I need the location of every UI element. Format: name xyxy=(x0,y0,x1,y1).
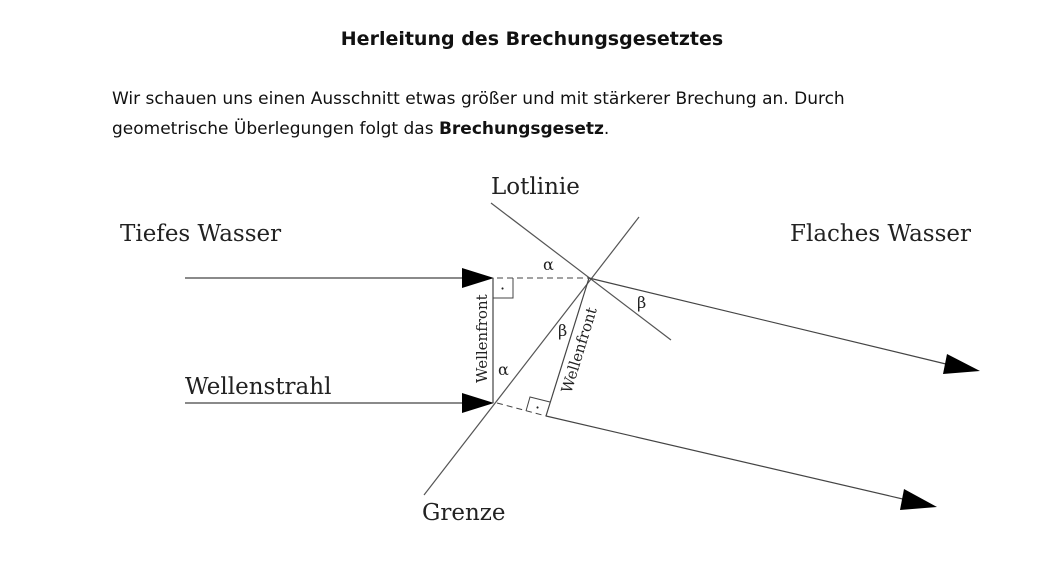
refracted-ray-top xyxy=(588,277,951,366)
right-angle-dot-right: · xyxy=(535,398,540,417)
page-title: Herleitung des Brechungsgesetztes xyxy=(340,28,724,50)
intro-line-2-suffix: . xyxy=(603,119,610,139)
right-angle-marker-right xyxy=(525,396,551,412)
refracted-ray-top-arrowhead xyxy=(943,354,980,374)
label-grenze: Grenze xyxy=(422,500,506,526)
boundary-line xyxy=(423,216,640,496)
label-lotlinie: Lotlinie xyxy=(491,174,580,200)
label-wellenfront-right: Wellenfront xyxy=(558,305,601,395)
intro-line-1: Wir schauen uns einen Ausschnitt etwas g… xyxy=(112,89,845,109)
right-angle-marker-left xyxy=(493,278,514,299)
refracted-ray-bottom xyxy=(545,415,908,501)
wavefront-right-line xyxy=(545,277,590,417)
angle-beta-mid: β xyxy=(558,321,567,340)
right-angle-dot-left: · xyxy=(500,279,505,298)
label-wellenstrahl: Wellenstrahl xyxy=(185,374,331,400)
label-wellenfront-left: Wellenfront xyxy=(473,294,491,383)
angle-alpha-bottom: α xyxy=(498,360,509,379)
label-flaches-wasser: Flaches Wasser xyxy=(790,221,971,247)
intro-paragraph: Wir schauen uns einen Ausschnitt etwas g… xyxy=(112,84,992,144)
normal-line xyxy=(490,202,672,341)
incident-ray-bottom-arrowhead xyxy=(462,393,494,413)
dashed-extension-bottom xyxy=(496,402,547,417)
refracted-ray-bottom-arrowhead xyxy=(900,489,937,510)
intro-bold-term: Brechungsgesetz xyxy=(438,119,604,139)
angle-alpha-top: α xyxy=(543,255,554,274)
incident-ray-top-arrowhead xyxy=(462,268,494,288)
intro-line-2-prefix: geometrische Überlegungen folgt das xyxy=(112,119,439,139)
label-tiefes-wasser: Tiefes Wasser xyxy=(120,221,281,247)
angle-beta-right: β xyxy=(637,293,646,312)
